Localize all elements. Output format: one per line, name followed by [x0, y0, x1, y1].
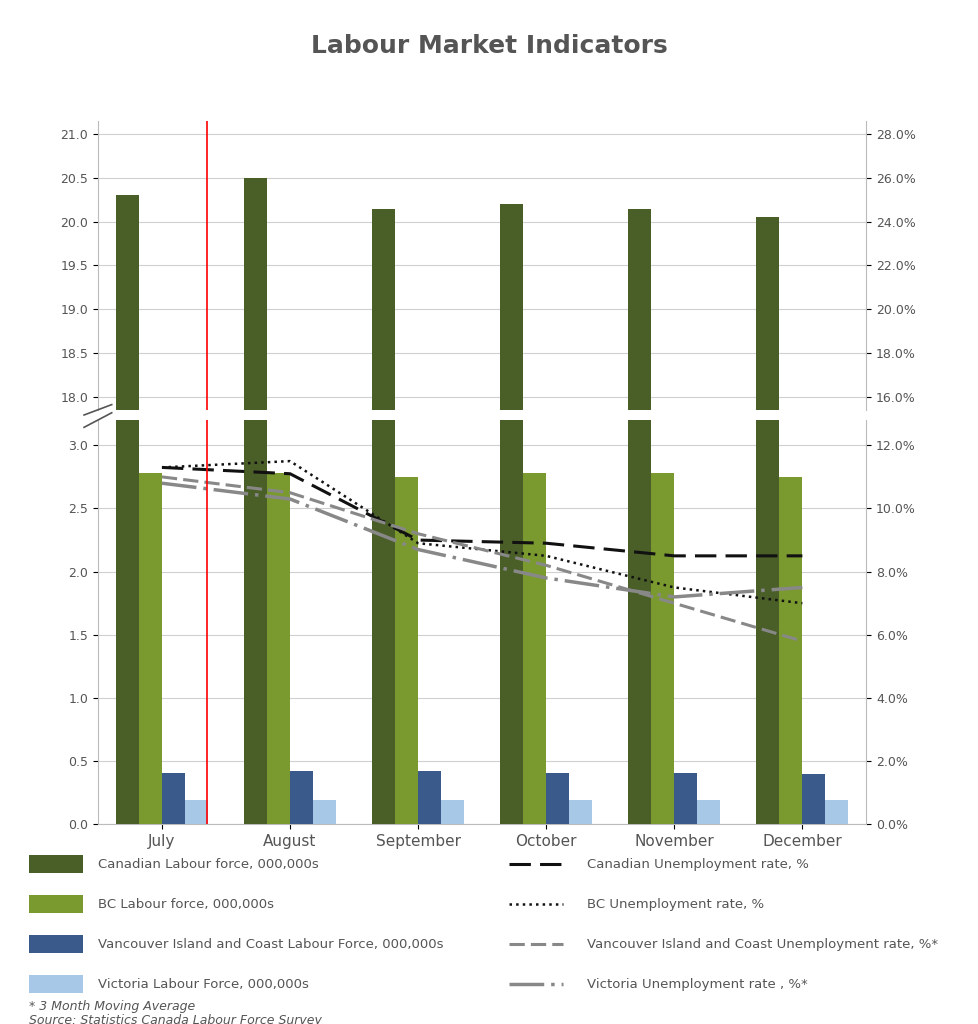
Bar	[778, 477, 802, 824]
Bar	[441, 801, 464, 824]
Bar	[267, 473, 289, 824]
Bar	[161, 772, 185, 824]
Text: Victoria Unemployment rate , %*: Victoria Unemployment rate , %*	[587, 978, 807, 990]
Bar	[244, 178, 267, 1024]
Text: Source: Statistics Canada Labour Force Survey: Source: Statistics Canada Labour Force S…	[29, 1014, 322, 1024]
Bar	[500, 0, 522, 824]
Bar	[418, 771, 441, 824]
Bar	[372, 0, 395, 824]
Bar	[522, 473, 546, 824]
Bar	[185, 801, 208, 824]
Bar	[395, 477, 418, 824]
Text: * 3 Month Moving Average: * 3 Month Moving Average	[29, 999, 196, 1013]
Bar	[824, 801, 848, 824]
Bar	[313, 801, 335, 824]
FancyBboxPatch shape	[29, 975, 83, 993]
FancyBboxPatch shape	[29, 895, 83, 913]
Bar	[755, 0, 778, 824]
Bar	[568, 801, 592, 824]
Bar	[244, 0, 267, 824]
Bar	[696, 801, 720, 824]
Text: Canadian Labour force, 000,000s: Canadian Labour force, 000,000s	[98, 858, 318, 870]
Bar	[500, 204, 522, 1024]
Text: Labour Market Indicators: Labour Market Indicators	[311, 34, 667, 58]
FancyBboxPatch shape	[29, 935, 83, 953]
Bar	[115, 0, 139, 824]
Text: Victoria Labour Force, 000,000s: Victoria Labour Force, 000,000s	[98, 978, 308, 990]
Bar	[674, 772, 696, 824]
Bar	[289, 771, 313, 824]
Bar	[115, 196, 139, 1024]
Bar	[546, 772, 568, 824]
Bar	[755, 217, 778, 1024]
Text: BC Unemployment rate, %: BC Unemployment rate, %	[587, 898, 764, 910]
FancyBboxPatch shape	[29, 855, 83, 873]
Text: Vancouver Island and Coast Unemployment rate, %*: Vancouver Island and Coast Unemployment …	[587, 938, 938, 950]
Bar	[372, 209, 395, 1024]
Bar	[628, 0, 650, 824]
Text: Canadian Unemployment rate, %: Canadian Unemployment rate, %	[587, 858, 809, 870]
Text: BC Labour force, 000,000s: BC Labour force, 000,000s	[98, 898, 274, 910]
Bar	[628, 209, 650, 1024]
Bar	[802, 774, 824, 824]
Text: Vancouver Island and Coast Labour Force, 000,000s: Vancouver Island and Coast Labour Force,…	[98, 938, 443, 950]
Bar	[139, 473, 161, 824]
Bar	[650, 473, 674, 824]
